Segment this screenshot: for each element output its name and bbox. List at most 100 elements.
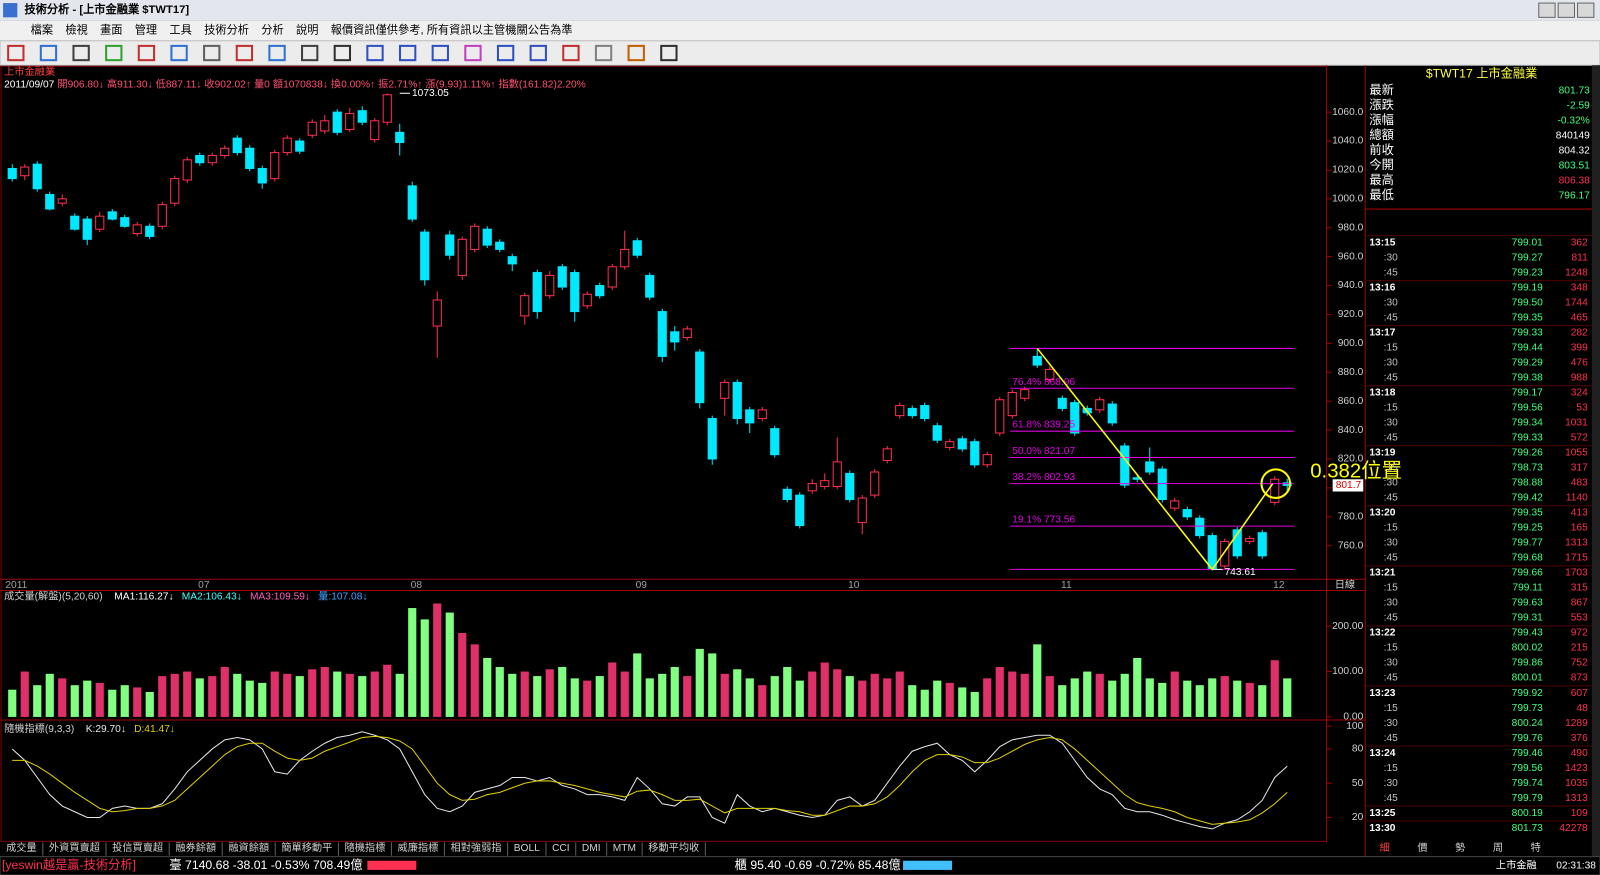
volume-bar: [133, 687, 142, 717]
toolbar-button[interactable]: [268, 44, 286, 62]
toolbar-button[interactable]: [301, 44, 319, 62]
toolbar-button[interactable]: [431, 44, 449, 62]
candle-body: [545, 274, 555, 297]
menu-item[interactable]: 技術分析: [204, 23, 249, 37]
toolbar-button[interactable]: [627, 44, 645, 62]
fibonacci-label: 61.8% 839.25: [1012, 420, 1075, 431]
quote-value: 796.17: [1559, 190, 1591, 201]
toolbar-button[interactable]: [72, 44, 90, 62]
y-tick-label: 0.00: [1343, 712, 1363, 723]
volume-bar: [895, 671, 904, 717]
menu-item[interactable]: 檔案: [31, 23, 53, 37]
volume-bar: [608, 662, 617, 717]
toolbar-button[interactable]: [496, 44, 515, 62]
menu-item[interactable]: 分析: [261, 23, 283, 37]
close-button[interactable]: [1577, 2, 1595, 18]
volume-bar: [1258, 685, 1267, 717]
volume-bar: [783, 667, 792, 717]
indicator-tab[interactable]: BOLL: [514, 843, 540, 854]
indicator-tab[interactable]: 外資買賣超: [49, 841, 100, 854]
toolbar-button[interactable]: [562, 44, 580, 62]
toolbar-button[interactable]: [464, 44, 482, 62]
tick-volume: 465: [1571, 312, 1588, 323]
restore-button[interactable]: [1557, 2, 1575, 18]
toolbar-button[interactable]: [660, 44, 678, 62]
indicator-tab[interactable]: DMI: [582, 843, 601, 854]
panel-tab[interactable]: 勢: [1455, 841, 1465, 854]
fibonacci-label: 38.2% 802.93: [1012, 472, 1075, 483]
volume-bar: [733, 669, 742, 717]
panel-tab[interactable]: 特: [1531, 842, 1541, 854]
candle-body: [370, 120, 380, 141]
tick-time: :30: [1384, 718, 1399, 729]
volume-bar: [70, 685, 79, 717]
tick-time: :30: [1384, 778, 1399, 789]
tick-time: 13:22: [1369, 628, 1395, 639]
candle-body: [182, 159, 192, 181]
toolbar-button[interactable]: [39, 44, 58, 62]
indicator-tab[interactable]: 簡單移動平: [281, 841, 332, 854]
minimize-button[interactable]: [1538, 2, 1556, 18]
candle-body: [1045, 368, 1055, 381]
candle-body: [445, 234, 455, 256]
candle-body: [882, 448, 892, 461]
volume-bar: [958, 687, 967, 717]
volume-bar: [1058, 685, 1067, 717]
indicator-tab[interactable]: 威廉指標: [398, 841, 439, 854]
candle-body: [132, 224, 142, 235]
menu-bar: [0, 20, 1600, 41]
tick-volume: 1423: [1565, 763, 1588, 774]
indicator-tab[interactable]: 移動平均收: [648, 841, 699, 854]
toolbar-button[interactable]: [529, 44, 547, 62]
candle-body: [982, 454, 992, 466]
y-tick-label: 880.0: [1338, 367, 1364, 378]
volume-bar: [1195, 685, 1204, 717]
toolbar-button[interactable]: [170, 44, 188, 62]
indicator-tab[interactable]: 投信買賣超: [112, 841, 163, 854]
volume-bar: [45, 673, 54, 717]
menu-item[interactable]: 工具: [169, 24, 191, 37]
candle-body: [1182, 509, 1192, 518]
scrollbar[interactable]: [1591, 65, 1600, 857]
indicator-tab[interactable]: 隨機指標: [345, 841, 386, 854]
indicator-tab[interactable]: 相對強弱指: [451, 841, 502, 854]
menu-item[interactable]: 畫面: [100, 23, 122, 37]
panel-tab[interactable]: 價: [1417, 841, 1427, 854]
volume-bar: [270, 671, 279, 717]
tick-volume: 483: [1571, 478, 1588, 489]
toolbar-button[interactable]: [105, 44, 123, 62]
menu-item[interactable]: 檢視: [65, 23, 87, 37]
tick-price: 799.74: [1512, 778, 1544, 789]
volume-bar: [1008, 671, 1017, 717]
toolbar-button[interactable]: [203, 44, 221, 62]
indicator-tab[interactable]: CCI: [552, 843, 570, 854]
indicator-tab[interactable]: 融資餘額: [228, 841, 269, 854]
candle-body: [307, 121, 317, 136]
toolbar-button[interactable]: [594, 44, 613, 62]
toolbar-button[interactable]: [7, 44, 25, 62]
menu-item[interactable]: 管理: [135, 23, 157, 37]
candle-body: [620, 248, 630, 268]
tick-time: :30: [1384, 297, 1399, 308]
tick-volume: 317: [1571, 463, 1588, 474]
tick-volume: 215: [1571, 643, 1588, 654]
indicator-tab[interactable]: 融券餘額: [175, 841, 216, 854]
volume-bar: [545, 669, 554, 717]
x-tick-label: 09: [636, 580, 648, 591]
candle-body: [82, 218, 92, 240]
candle-body: [707, 418, 717, 460]
toolbar-button[interactable]: [235, 44, 254, 62]
toolbar-button[interactable]: [333, 44, 352, 62]
volume-bar: [108, 689, 117, 717]
indicator-tab[interactable]: 成交量: [6, 841, 37, 854]
volume-title: 成交量(解盤)(5,20,60): [4, 589, 103, 602]
indicator-tab[interactable]: MTM: [613, 843, 636, 854]
toolbar-button[interactable]: [398, 44, 417, 62]
panel-tab[interactable]: 細: [1380, 841, 1390, 854]
menu-item[interactable]: 說明: [296, 23, 318, 37]
candle-body: [195, 154, 205, 164]
volume-bar: [170, 673, 179, 717]
toolbar-button[interactable]: [137, 44, 156, 62]
toolbar-button[interactable]: [366, 44, 384, 62]
panel-tab[interactable]: 周: [1493, 842, 1503, 854]
